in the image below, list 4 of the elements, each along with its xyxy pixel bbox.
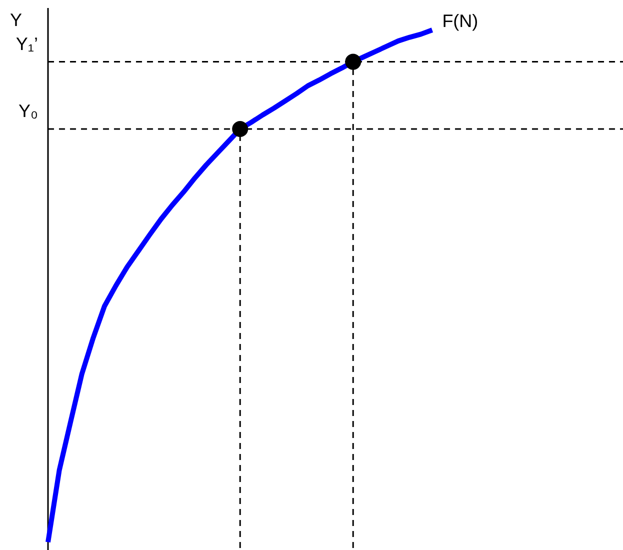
y-axis-title: Y	[10, 10, 22, 30]
ref-line-label: Y₀	[18, 100, 38, 121]
ref-line-label: Y₁’	[16, 34, 38, 54]
series-label: F(N)	[442, 10, 478, 31]
